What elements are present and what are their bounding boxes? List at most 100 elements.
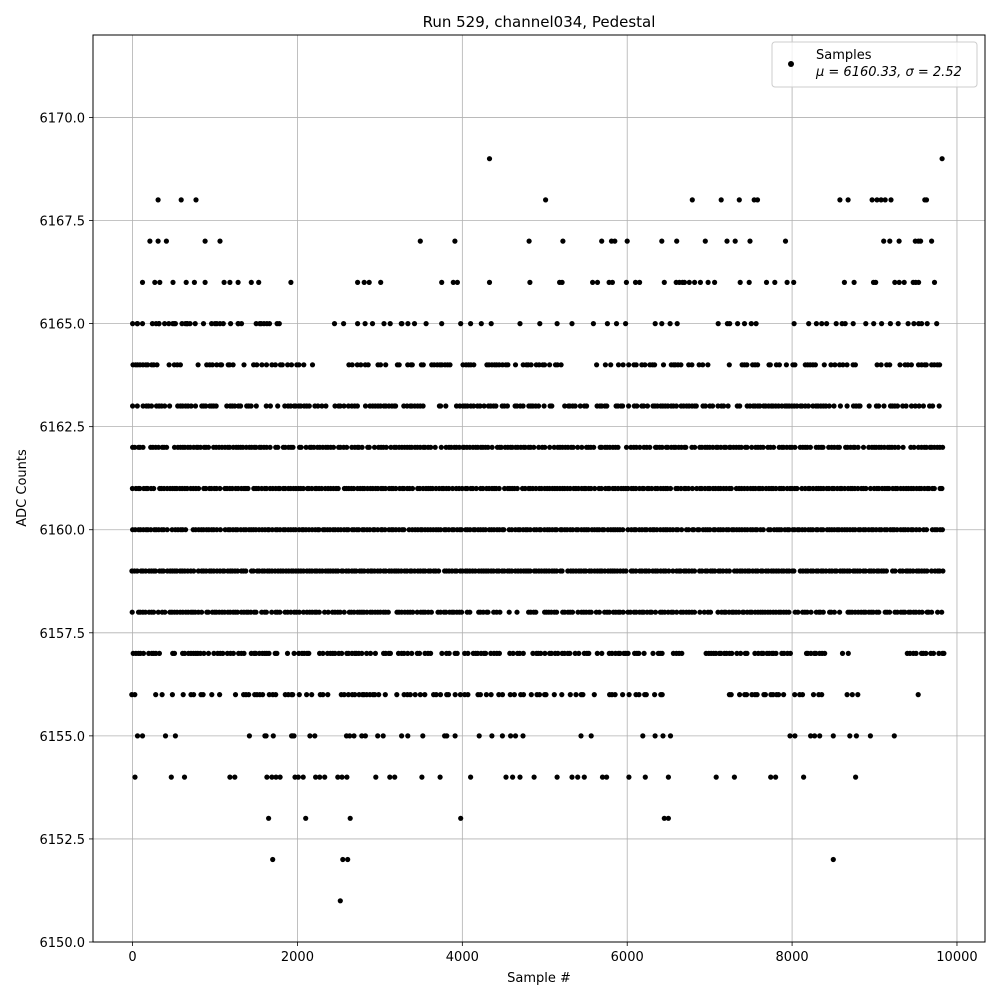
sample-point <box>832 362 838 368</box>
sample-point <box>642 774 648 780</box>
sample-point <box>536 692 543 698</box>
sample-point <box>886 485 892 492</box>
sample-point <box>567 692 573 698</box>
legend-marker <box>788 61 794 67</box>
sample-point <box>744 362 750 368</box>
sample-point <box>805 403 812 409</box>
sample-point <box>817 733 823 739</box>
sample-point <box>149 321 155 327</box>
sample-point <box>214 527 220 533</box>
sample-point <box>831 609 838 615</box>
sample-point <box>892 568 898 574</box>
sample-point <box>452 238 458 244</box>
sample-point <box>246 733 252 739</box>
sample-point <box>266 815 272 821</box>
sample-point <box>659 692 665 698</box>
sample-point <box>782 238 789 244</box>
plot-frame <box>92 34 986 943</box>
sample-point <box>840 362 846 368</box>
sample-point <box>193 197 199 203</box>
legend-stats: μ = 6160.33, σ = 2.52 <box>815 65 962 80</box>
sample-point <box>353 568 359 574</box>
sample-point <box>512 733 519 739</box>
sample-point <box>337 609 343 615</box>
sample-point <box>632 279 639 285</box>
sample-point <box>377 362 384 368</box>
sample-point <box>270 733 276 739</box>
sample-point <box>145 362 151 368</box>
sample-point <box>760 527 766 533</box>
sample-point <box>612 238 618 244</box>
sample-point <box>726 568 733 574</box>
sample-point <box>812 362 819 368</box>
sample-point <box>279 362 285 368</box>
sample-point <box>438 403 444 409</box>
sample-point <box>162 609 168 615</box>
sample-point <box>573 692 579 698</box>
sample-point <box>617 650 623 657</box>
sample-point <box>707 527 713 533</box>
sample-point <box>773 650 779 657</box>
sample-point <box>547 362 553 368</box>
sample-point <box>824 321 830 327</box>
sample-point <box>243 568 249 574</box>
sample-point <box>659 321 665 327</box>
sample-point <box>253 321 259 327</box>
sample-point <box>483 650 489 657</box>
sample-point <box>783 362 790 368</box>
sample-point <box>311 444 317 450</box>
sample-point <box>366 444 372 450</box>
sample-point <box>344 774 350 780</box>
sample-point <box>781 692 787 698</box>
sample-point <box>501 527 507 533</box>
sample-point <box>511 692 517 698</box>
sample-point <box>884 527 890 533</box>
sample-point <box>580 692 586 698</box>
sample-point <box>862 568 869 574</box>
sample-point <box>646 568 652 574</box>
sample-point <box>786 609 792 615</box>
sample-point <box>183 527 189 533</box>
sample-point <box>935 609 941 615</box>
sample-point <box>701 609 707 615</box>
sample-point <box>162 403 168 409</box>
sample-point <box>643 692 649 698</box>
sample-point <box>443 403 449 409</box>
sample-point <box>604 403 610 409</box>
sample-point <box>721 403 727 409</box>
sample-point <box>533 609 539 615</box>
sample-point <box>732 238 738 244</box>
y-tick-label: 6165.0 <box>40 318 86 333</box>
sample-point <box>221 279 227 285</box>
sample-point <box>776 692 782 698</box>
sample-point <box>148 403 155 409</box>
sample-point <box>332 403 338 409</box>
sample-point <box>780 485 787 492</box>
sample-point <box>313 774 319 780</box>
sample-point <box>438 527 444 533</box>
sample-point <box>683 444 689 450</box>
sample-point <box>620 403 626 409</box>
sample-point <box>851 279 857 285</box>
sample-point <box>339 774 345 780</box>
sample-point <box>633 362 639 368</box>
sample-point <box>399 733 405 739</box>
sample-point <box>410 609 416 615</box>
sample-point <box>489 444 495 450</box>
sample-point <box>737 692 743 698</box>
sample-point <box>585 527 591 533</box>
sample-point <box>555 650 561 657</box>
y-axis-label: ADC Counts <box>15 449 30 527</box>
sample-point <box>624 238 630 244</box>
y-tick-label: 6167.5 <box>40 215 86 230</box>
sample-point <box>201 650 207 657</box>
sample-point <box>140 650 147 657</box>
sample-point <box>696 527 702 533</box>
sample-point <box>372 650 378 657</box>
sample-point <box>588 609 594 615</box>
sample-point <box>398 321 404 327</box>
sample-point <box>897 362 903 368</box>
sample-point <box>192 321 198 327</box>
sample-point <box>134 403 140 409</box>
sample-point <box>296 692 302 698</box>
